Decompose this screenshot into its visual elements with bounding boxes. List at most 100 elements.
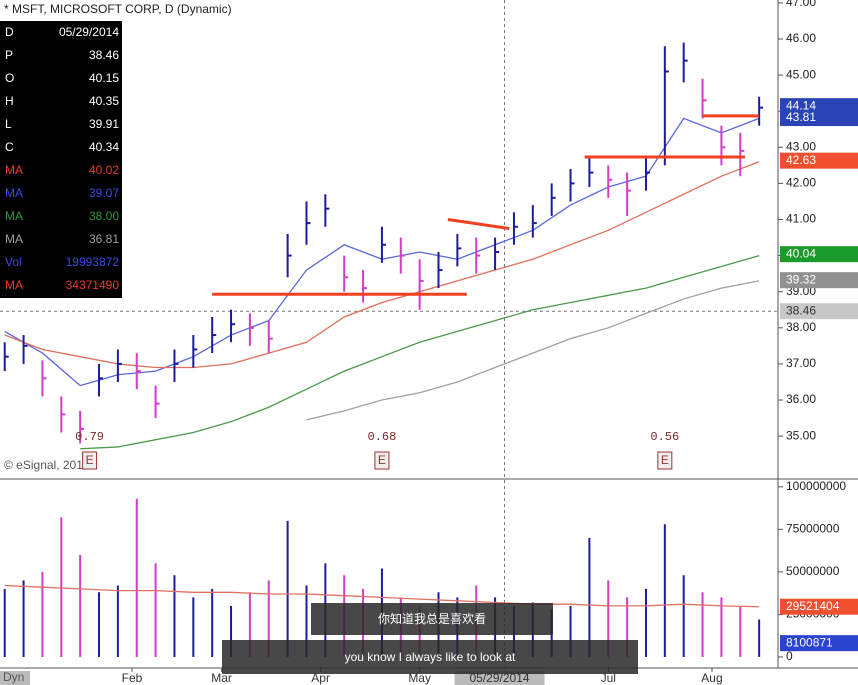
subtitle-box: [311, 603, 553, 635]
y-tick-label: 50000000: [786, 564, 840, 578]
y-tick-label: 45.00: [786, 67, 816, 81]
price-bar: [418, 259, 424, 310]
price-bar: [739, 132, 745, 177]
cursor-date-box: [454, 671, 545, 685]
dividend-label: 0.68: [368, 430, 397, 444]
price-tag-label: 39.32: [786, 272, 816, 286]
x-tick-label: Feb: [122, 671, 143, 685]
price-tag: [780, 635, 858, 652]
data-window-value: 39.91: [89, 117, 119, 131]
price-bar: [98, 363, 104, 397]
data-window-rows: D 05/29/2014 P 38.46 O 40.15 H 40.35 L 39.91 C 40.3…: [5, 25, 119, 292]
price-bar: [569, 168, 575, 202]
price-tag-label: 43.81: [786, 110, 816, 124]
cursor-date-label: 05/29/2014: [469, 671, 529, 685]
price-bar: [305, 201, 311, 245]
price-bar: [720, 125, 726, 166]
price-bar: [512, 212, 518, 245]
data-window-value: 40.34: [89, 140, 119, 154]
data-window-label: L: [5, 117, 12, 131]
data-window-value: 36.81: [89, 232, 119, 246]
y-tick-label: 36.00: [786, 392, 816, 406]
data-window-label: Vol: [5, 255, 22, 269]
x-tick-label: Mar: [211, 671, 232, 685]
price-bar: [475, 237, 481, 274]
x-tick-label: May: [408, 671, 431, 685]
copyright: © eSignal, 2014: [4, 458, 90, 472]
price-bar: [173, 349, 179, 382]
y-tick-label: 75000000: [786, 522, 840, 536]
tab-label[interactable]: Dyn: [3, 670, 24, 684]
data-window-label: D: [5, 25, 14, 39]
moving-average: [4, 161, 760, 369]
earnings-marker-label: E: [661, 453, 669, 467]
price-tag: [780, 246, 858, 263]
price-bar: [550, 183, 556, 216]
data-window-value: 40.15: [89, 71, 119, 85]
price-tag-label: 8100871: [786, 635, 833, 649]
price-tag-label: 44.14: [786, 98, 816, 112]
price-bar: [644, 158, 650, 191]
price-bar: [230, 309, 236, 343]
x-tick-label: Jul: [601, 671, 616, 685]
y-tick-label: 35.00: [786, 428, 816, 442]
price-bar: [758, 96, 764, 126]
price-bar: [22, 335, 28, 364]
price-tag-label: 29521404: [786, 599, 840, 613]
x-tick-label: Apr: [311, 671, 330, 685]
price-bar: [211, 316, 217, 354]
price-tag-label: 42.63: [786, 153, 816, 167]
price-bar: [267, 320, 273, 354]
price-bar: [135, 353, 141, 390]
x-tick-label: Aug: [701, 671, 722, 685]
y-tick-label: 42.00: [786, 176, 816, 190]
data-window-label: MA: [5, 232, 23, 246]
data-window-value: 05/29/2014: [59, 25, 119, 39]
price-tag: [780, 272, 858, 289]
data-window-value: 19993872: [66, 255, 120, 269]
data-window-value: 34371490: [66, 278, 120, 292]
cursor-price-label: 38.46: [786, 303, 816, 317]
data-window-value: 38.46: [89, 48, 119, 62]
tab[interactable]: [0, 671, 30, 685]
price-bar: [79, 410, 85, 444]
data-window-label: MA: [5, 209, 23, 223]
trend-line: [447, 218, 510, 231]
price-bar: [663, 46, 669, 166]
volume-average: [4, 584, 760, 608]
price-bar: [456, 233, 462, 267]
dividend-label: 0.56: [650, 430, 679, 444]
chart-title: * MSFT, MICROSOFT CORP, D (Dynamic): [4, 2, 232, 16]
price-tag-label: 40.04: [786, 246, 816, 260]
data-window-value: 40.02: [89, 163, 119, 177]
price-bar: [192, 335, 198, 368]
price-bar: [116, 349, 122, 382]
subtitle-box: [222, 640, 638, 674]
earnings-marker-label: E: [378, 453, 386, 467]
price-bar: [380, 226, 386, 263]
y-tick-label: 100000000: [786, 479, 846, 493]
dividend-label: 0.79: [75, 430, 104, 444]
subtitles: 你知道我总是喜欢看 you know I always like to look …: [222, 603, 638, 674]
price-bar: [626, 172, 632, 216]
price-tag: [780, 152, 858, 169]
price-bar: [154, 385, 160, 419]
price-bar: [3, 342, 9, 372]
earnings-marker-label: E: [86, 453, 94, 467]
moving-average: [306, 280, 760, 421]
price-bar: [362, 270, 368, 303]
subtitle-text: 你知道我总是喜欢看: [378, 611, 486, 626]
price-bar: [588, 158, 594, 188]
data-window-value: 38.00: [89, 209, 119, 223]
y-tick-label: 43.00: [786, 139, 816, 153]
data-window-label: O: [5, 71, 14, 85]
subtitle-text: you know I always like to look at: [345, 650, 516, 664]
price-bar: [60, 396, 66, 433]
price-bar: [607, 165, 613, 198]
price-bar: [41, 360, 47, 397]
y-tick-label: 37.00: [786, 356, 816, 370]
data-window-value: 40.35: [89, 94, 119, 108]
